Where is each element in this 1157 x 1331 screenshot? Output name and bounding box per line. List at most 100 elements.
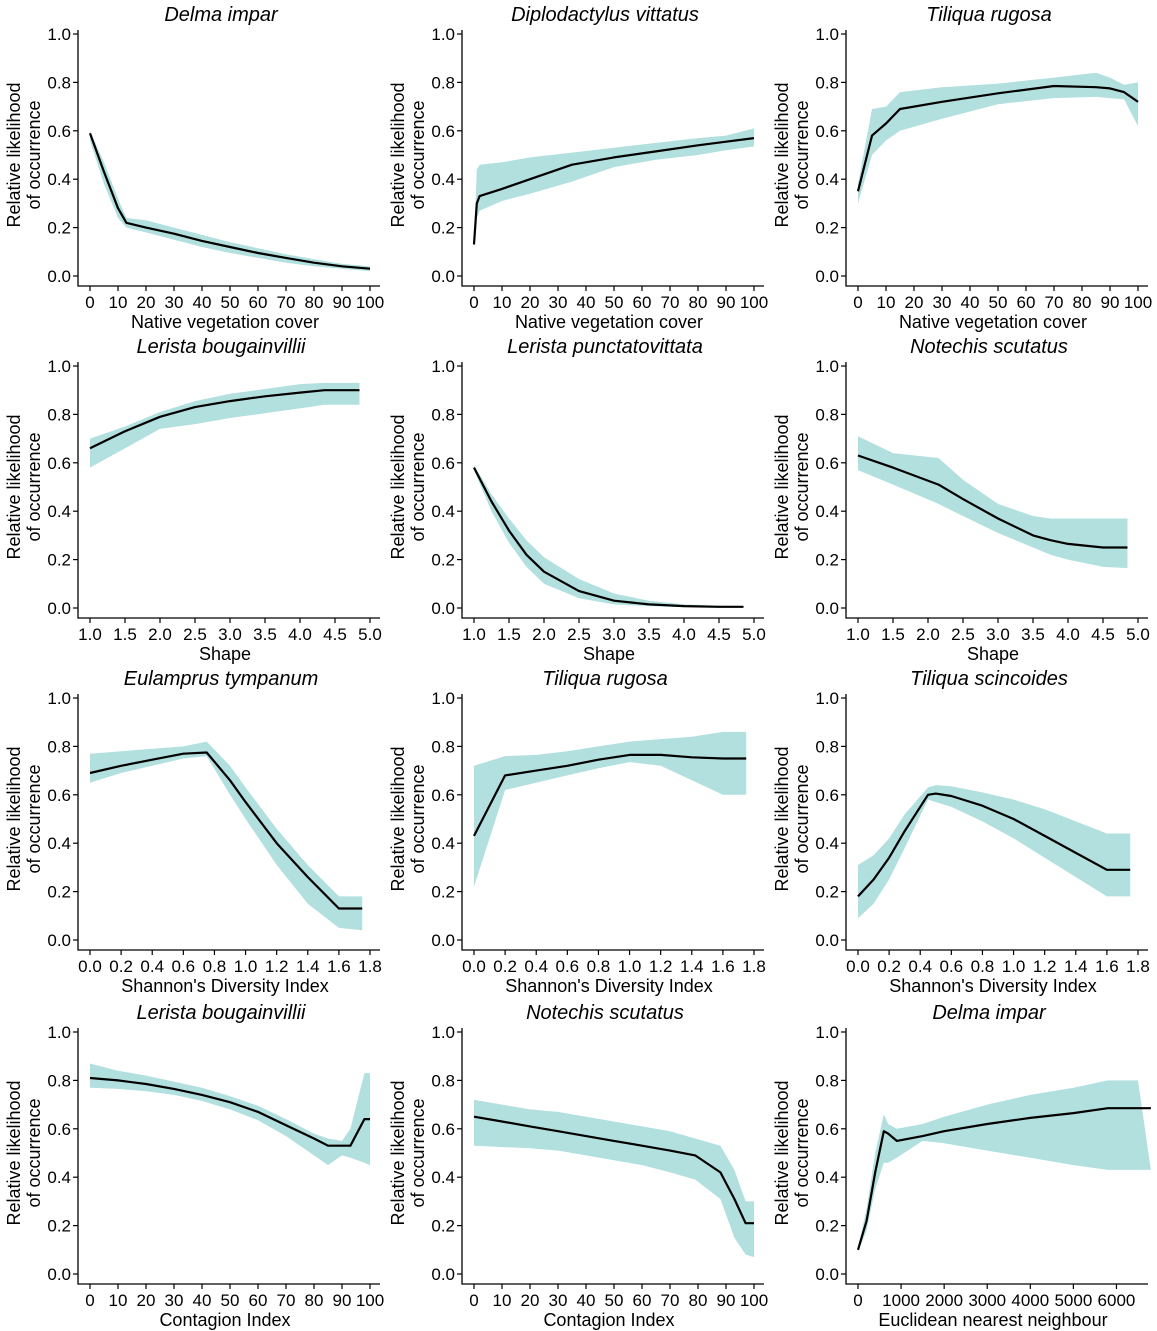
x-axis-label: Native vegetation cover <box>131 312 319 332</box>
x-tick-label: 1.6 <box>711 957 735 976</box>
x-tick-label: 90 <box>333 293 352 312</box>
panel-8: Tiliqua rugosa 0.0 0.2 0.4 0.6 0.8 1.0 0.0 0.2 0.… <box>388 668 766 996</box>
x-tick-label: 80 <box>689 293 708 312</box>
axis-lines <box>461 362 764 619</box>
y-tick-label: 1.0 <box>431 25 455 44</box>
x-tick-label: 70 <box>1045 293 1064 312</box>
panel-9: Tiliqua scincoides 0.0 0.2 0.4 0.6 0.8 1.0 0.0 0… <box>772 668 1150 996</box>
panel-title: Delma impar <box>164 4 279 26</box>
y-axis-label-line2: of occurrence <box>792 764 812 873</box>
x-tick-label: 3.5 <box>253 625 277 644</box>
x-tick-label: 1.6 <box>327 957 351 976</box>
x-tick-label: 1.0 <box>78 625 102 644</box>
panel-title: Tiliqua rugosa <box>926 4 1051 26</box>
x-tick-label: 4.5 <box>323 625 347 644</box>
x-axis-label: Shape <box>583 644 635 664</box>
panel-10: Lerista bougainvillii 0.0 0.2 0.4 0.6 0.8 1.0 0… <box>4 1002 384 1330</box>
panel-title: Tiliqua rugosa <box>542 668 667 690</box>
y-tick-label: 0.0 <box>431 1265 455 1284</box>
y-tick-label: 0.8 <box>47 405 71 424</box>
y-tick-label: 0.4 <box>47 1168 71 1187</box>
x-tick-label: 0.2 <box>109 957 133 976</box>
x-tick-label: 50 <box>221 293 240 312</box>
panel-5: Lerista punctatovittata 0.0 0.2 0.4 0.6 0.8 1.… <box>388 336 766 664</box>
y-axis-label-line1: Relative likelihood <box>772 1080 792 1225</box>
y-tick-label: 0.6 <box>431 786 455 805</box>
y-tick-label: 0.2 <box>431 551 455 570</box>
x-tick-label: 70 <box>661 293 680 312</box>
x-tick-label: 1.2 <box>265 957 289 976</box>
x-tick-label: 0.6 <box>556 957 580 976</box>
y-tick-label: 1.0 <box>431 357 455 376</box>
y-tick-label: 0.8 <box>431 737 455 756</box>
panel-title: Eulamprus tympanum <box>124 668 319 690</box>
panel-title: Lerista bougainvillii <box>137 1002 307 1024</box>
y-tick-label: 0.8 <box>431 73 455 92</box>
x-tick-label: 1.6 <box>1095 957 1119 976</box>
panel-6: Notechis scutatus 0.0 0.2 0.4 0.6 0.8 1.0 1.0 1.… <box>772 336 1150 664</box>
fitted-line <box>473 1115 754 1225</box>
axis-lines <box>845 30 1148 287</box>
x-tick-label: 0.8 <box>971 957 995 976</box>
y-tick-label: 0.0 <box>431 267 455 286</box>
x-tick-label: 0 <box>469 1291 478 1310</box>
x-tick-label: 4.0 <box>288 625 312 644</box>
x-tick-label: 2.5 <box>951 625 975 644</box>
x-tick-label: 20 <box>137 293 156 312</box>
x-tick-label: 20 <box>137 1291 156 1310</box>
panel-3: Tiliqua rugosa 0.0 0.2 0.4 0.6 0.8 1.0 0 10 20 30 4… <box>772 4 1152 332</box>
x-tick-label: 0.0 <box>846 957 870 976</box>
axis-lines <box>845 694 1148 951</box>
x-tick-label: 90 <box>717 293 736 312</box>
y-tick-label: 0.6 <box>431 454 455 473</box>
x-tick-label: 100 <box>740 1291 768 1310</box>
y-tick-label: 0.0 <box>431 599 455 618</box>
x-tick-label: 80 <box>305 1291 324 1310</box>
y-axis-label-line2: of occurrence <box>24 1098 44 1207</box>
y-axis-label-line1: Relative likelihood <box>4 746 24 891</box>
x-tick-label: 2.0 <box>532 625 556 644</box>
x-tick-label: 90 <box>333 1291 352 1310</box>
x-tick-label: 3.0 <box>218 625 242 644</box>
x-tick-label: 5000 <box>1054 1291 1092 1310</box>
x-tick-label: 50 <box>605 293 624 312</box>
y-tick-label: 0.8 <box>815 1071 839 1090</box>
y-tick-label: 1.0 <box>815 689 839 708</box>
y-tick-label: 0.4 <box>815 502 839 521</box>
fitted-line <box>89 389 360 450</box>
x-tick-label: 6000 <box>1098 1291 1136 1310</box>
x-tick-label: 1.0 <box>462 625 486 644</box>
y-tick-label: 0.4 <box>47 834 71 853</box>
y-tick-label: 0.4 <box>431 170 455 189</box>
x-tick-label: 4000 <box>1011 1291 1049 1310</box>
x-tick-label: 1.5 <box>881 625 905 644</box>
y-tick-label: 0.8 <box>815 737 839 756</box>
x-tick-label: 2000 <box>925 1291 963 1310</box>
y-tick-label: 0.6 <box>815 786 839 805</box>
y-axis-label-line2: of occurrence <box>408 764 428 873</box>
y-axis-label-line1: Relative likelihood <box>4 1080 24 1225</box>
confidence-band <box>474 1099 754 1258</box>
y-tick-label: 0.4 <box>815 170 839 189</box>
x-tick-label: 1.4 <box>680 957 704 976</box>
confidence-band <box>90 741 363 931</box>
x-axis-label: Euclidean nearest neighbour <box>878 1310 1107 1330</box>
y-tick-label: 0.8 <box>47 73 71 92</box>
panel-12: Delma impar 0.0 0.2 0.4 0.6 0.8 1.0 0 1000 2000 30… <box>772 1002 1151 1330</box>
confidence-band <box>90 130 370 272</box>
y-tick-label: 0.6 <box>47 1120 71 1139</box>
y-axis-label-line1: Relative likelihood <box>388 1080 408 1225</box>
panel-11: Notechis scutatus 0.0 0.2 0.4 0.6 0.8 1.0 0 10 20… <box>388 1002 768 1330</box>
x-tick-label: 0 <box>469 293 478 312</box>
x-tick-label: 30 <box>933 293 952 312</box>
axis-lines <box>461 30 764 287</box>
x-tick-label: 100 <box>740 293 768 312</box>
x-tick-label: 1000 <box>882 1291 920 1310</box>
x-tick-label: 30 <box>549 1291 568 1310</box>
x-tick-label: 0.0 <box>462 957 486 976</box>
x-tick-label: 30 <box>165 1291 184 1310</box>
x-tick-label: 40 <box>577 1291 596 1310</box>
x-tick-label: 50 <box>605 1291 624 1310</box>
axis-lines <box>77 694 380 951</box>
y-axis-label-line1: Relative likelihood <box>4 414 24 559</box>
